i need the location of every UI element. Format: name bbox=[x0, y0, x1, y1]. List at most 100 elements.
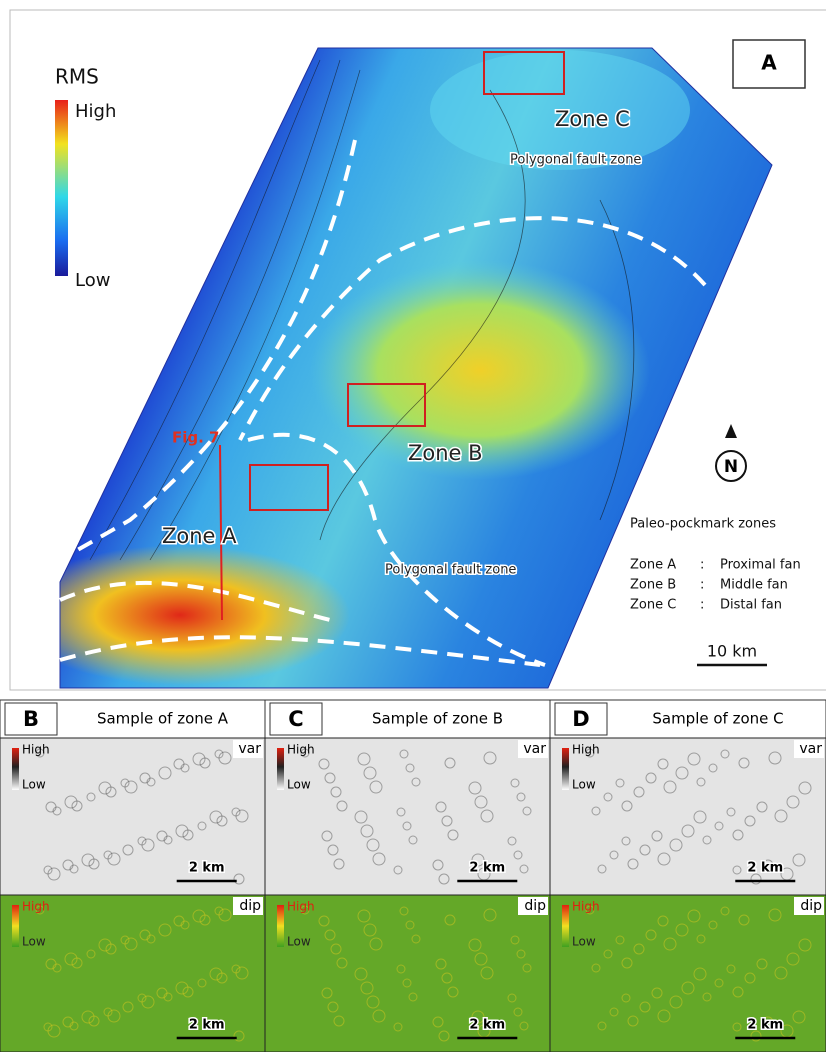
dip-low: Low bbox=[572, 935, 596, 949]
dip-texture bbox=[597, 1021, 607, 1031]
annotation: Fig. 7 bbox=[172, 429, 219, 447]
var-texture bbox=[372, 852, 386, 866]
dip-tag-box bbox=[233, 897, 263, 915]
var-texture bbox=[726, 807, 736, 817]
fig7-line bbox=[219, 444, 223, 621]
dip-texture bbox=[411, 934, 421, 944]
dip-texture bbox=[103, 1007, 113, 1017]
contours bbox=[89, 59, 361, 561]
var-texture bbox=[657, 852, 671, 866]
var-texture bbox=[762, 859, 774, 871]
var-texture bbox=[197, 821, 207, 831]
var-texture bbox=[627, 858, 639, 870]
dip-texture bbox=[744, 972, 756, 984]
var-texture bbox=[62, 859, 74, 871]
var-texture bbox=[43, 865, 53, 875]
dip-texture bbox=[516, 949, 526, 959]
var-texture bbox=[768, 751, 782, 765]
var-texture bbox=[510, 778, 520, 788]
var-texture bbox=[615, 778, 625, 788]
dip-texture bbox=[615, 935, 625, 945]
sample-label: D bbox=[572, 707, 589, 731]
dip-texture bbox=[158, 923, 172, 937]
north-label: N bbox=[724, 457, 738, 477]
var-texture bbox=[507, 836, 517, 846]
dip-colorbar bbox=[277, 905, 284, 947]
var-texture bbox=[45, 801, 57, 813]
dip-texture bbox=[336, 957, 348, 969]
dip-texture bbox=[468, 938, 482, 952]
dip-texture bbox=[633, 943, 645, 955]
var-texture bbox=[792, 853, 806, 867]
var-texture bbox=[513, 850, 523, 860]
var-texture bbox=[756, 801, 768, 813]
var-texture bbox=[324, 772, 336, 784]
dip-texture bbox=[444, 914, 456, 926]
var-texture bbox=[585, 748, 595, 758]
var-texture bbox=[318, 758, 330, 770]
dip-tag: dip bbox=[800, 898, 822, 914]
dip-low: Low bbox=[287, 935, 311, 949]
annotations: Zone C Polygonal fault zone Fig. 7 Zone … bbox=[161, 106, 643, 580]
key-zone: Zone C bbox=[630, 598, 676, 613]
var-high: High bbox=[22, 743, 50, 757]
key-sep: : bbox=[700, 578, 704, 593]
var-texture bbox=[798, 781, 812, 795]
var-texture bbox=[180, 763, 190, 773]
var-texture bbox=[732, 865, 742, 875]
var-texture bbox=[693, 810, 707, 824]
var-texture bbox=[402, 821, 412, 831]
var-texture bbox=[411, 777, 421, 787]
dip-colorbar bbox=[12, 905, 19, 947]
panel-label-box bbox=[732, 39, 806, 89]
dip-texture bbox=[657, 915, 669, 927]
dip-texture bbox=[435, 958, 447, 970]
dip-texture bbox=[513, 1007, 523, 1017]
var-texture bbox=[363, 766, 377, 780]
var-texture bbox=[330, 786, 342, 798]
dip-texture bbox=[327, 1001, 339, 1013]
var-texture bbox=[663, 780, 677, 794]
dip-texture bbox=[324, 929, 336, 941]
dip-tag-box bbox=[518, 897, 548, 915]
var-texture bbox=[438, 873, 450, 885]
var-texture bbox=[687, 752, 701, 766]
var-texture bbox=[209, 810, 223, 824]
annotation: Zone C bbox=[555, 107, 630, 131]
dip-texture bbox=[645, 929, 657, 941]
var-texture bbox=[408, 835, 418, 845]
dip-texture bbox=[651, 987, 663, 999]
var-texture bbox=[86, 792, 96, 802]
var-texture bbox=[399, 749, 409, 759]
dip-texture bbox=[393, 1022, 403, 1032]
var-texture bbox=[774, 809, 788, 823]
dip-texture bbox=[62, 1016, 74, 1028]
var-texture bbox=[750, 873, 762, 885]
var-tag: var bbox=[238, 741, 261, 757]
var-texture bbox=[173, 758, 185, 770]
dip-texture bbox=[173, 915, 185, 927]
var-texture bbox=[120, 778, 130, 788]
legend-high: High bbox=[75, 101, 116, 122]
var-texture bbox=[432, 859, 444, 871]
var-texture bbox=[175, 824, 189, 838]
var-low: Low bbox=[22, 778, 46, 792]
var-image bbox=[549, 737, 826, 896]
var-texture bbox=[146, 777, 156, 787]
annotation: Zone A bbox=[162, 524, 237, 548]
dip-texture bbox=[233, 1030, 245, 1042]
var-texture bbox=[633, 786, 645, 798]
dip-texture bbox=[180, 920, 190, 930]
map-outline bbox=[59, 47, 773, 689]
key-zone: Zone B bbox=[630, 578, 676, 593]
dip-texture bbox=[798, 938, 812, 952]
dip-texture bbox=[354, 967, 368, 981]
dip-texture bbox=[675, 923, 689, 937]
dip-texture bbox=[360, 981, 374, 995]
dip-texture bbox=[519, 1021, 529, 1031]
dip-texture bbox=[396, 964, 406, 974]
dip-texture bbox=[720, 906, 730, 916]
var-texture bbox=[786, 795, 800, 809]
dip-texture bbox=[738, 914, 750, 926]
sample-boxes bbox=[249, 51, 565, 511]
